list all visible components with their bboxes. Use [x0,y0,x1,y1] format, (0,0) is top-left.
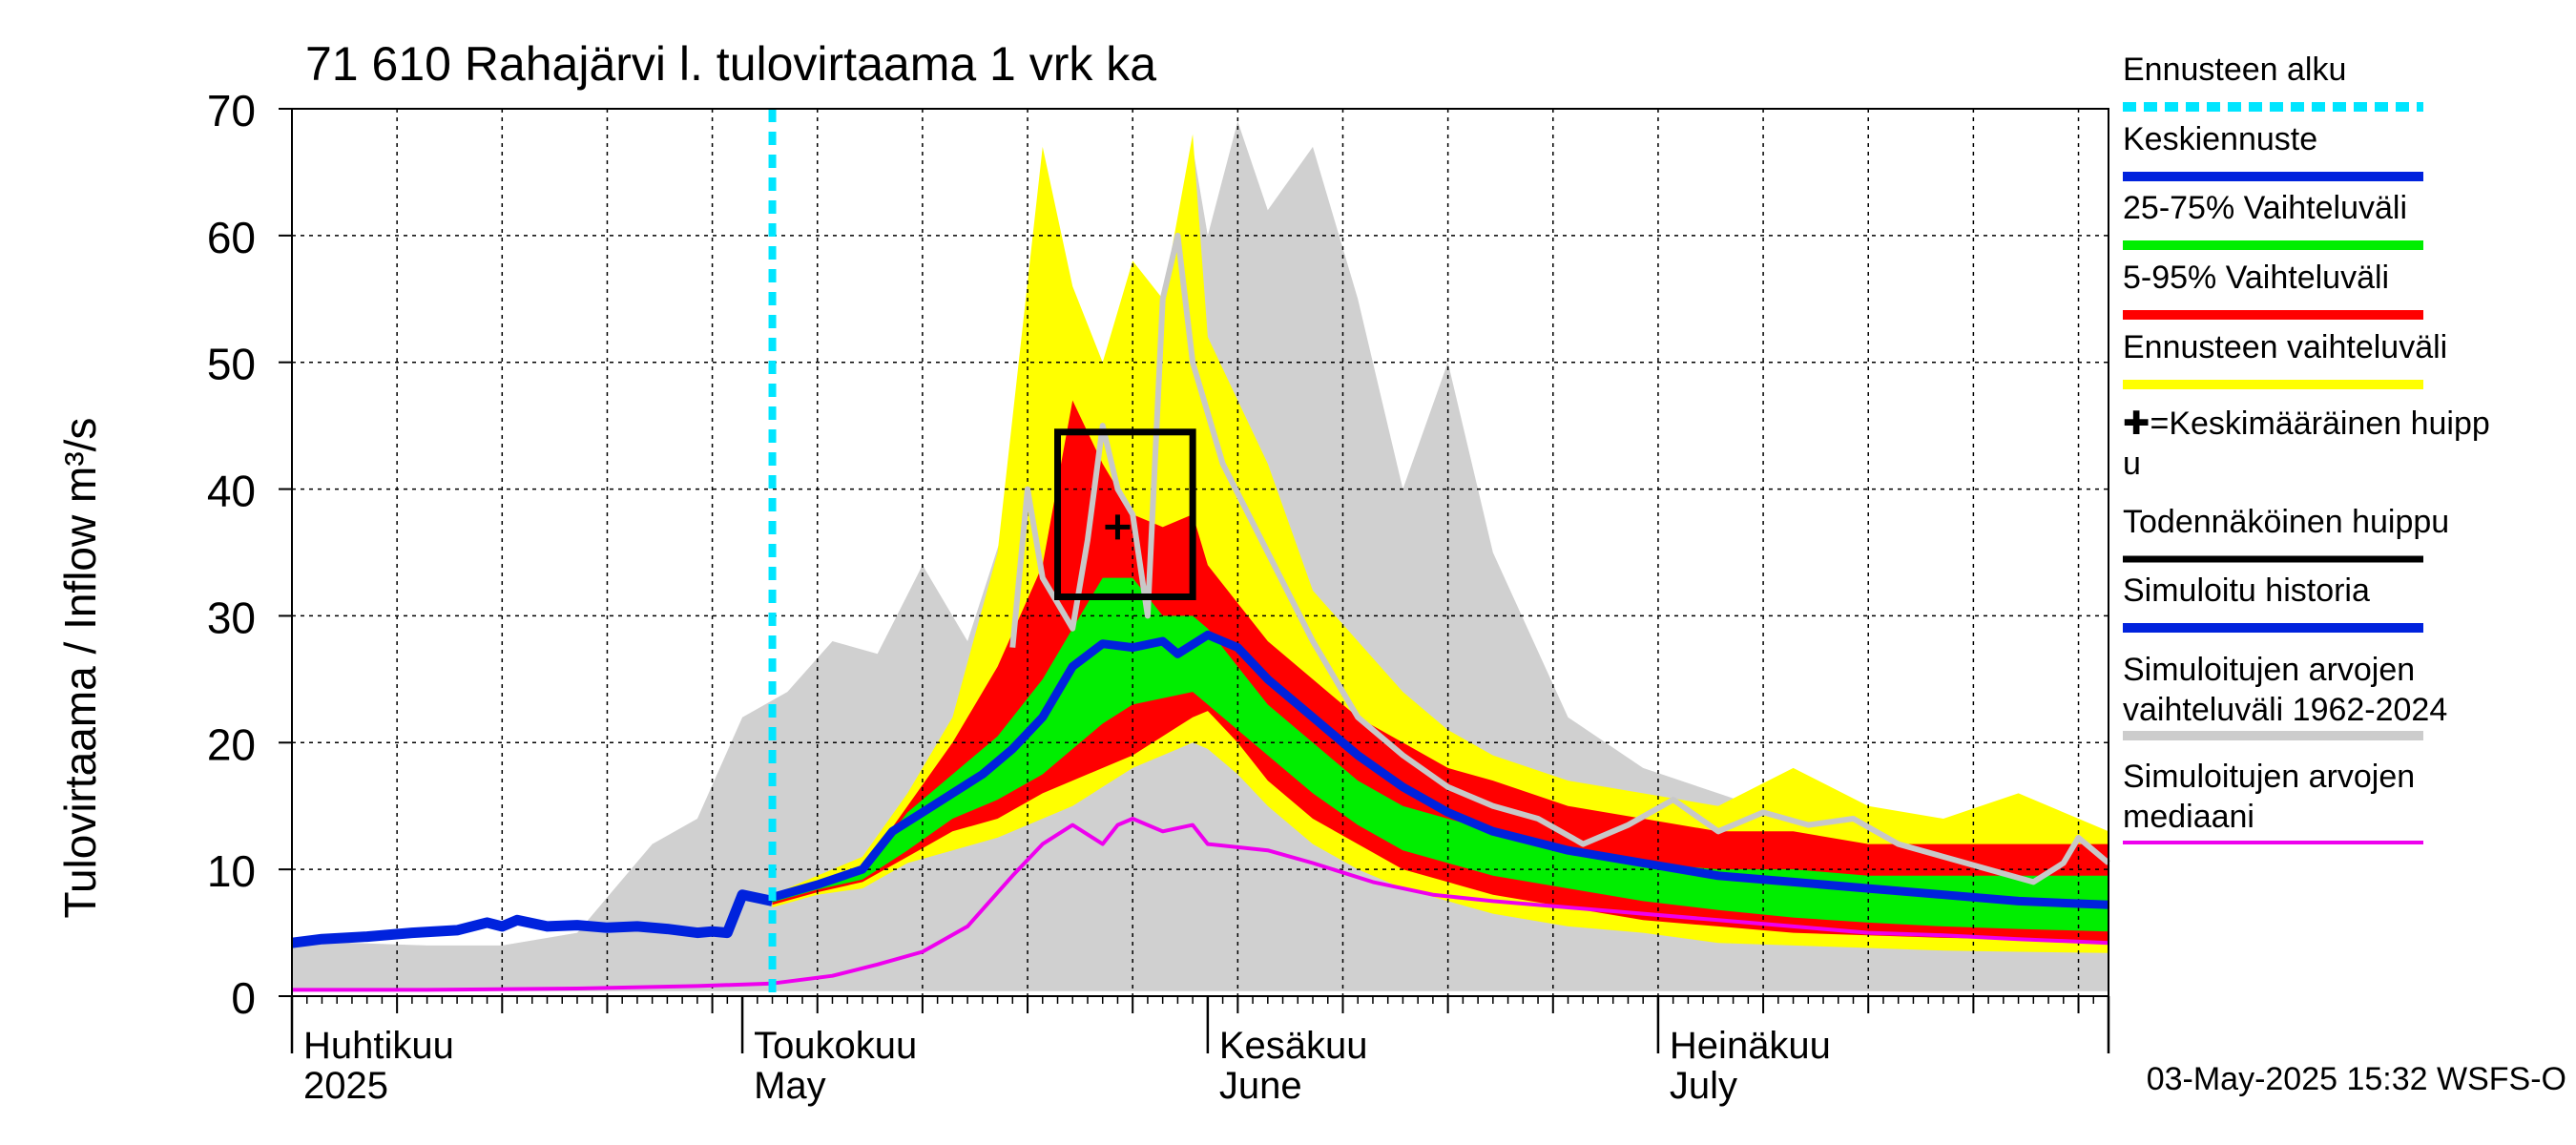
legend-item: Todennäköinen huippu [2123,504,2449,563]
legend-item: ✚=Keskimääräinen huipp u [2123,406,2490,482]
month-label-fi: Heinäkuu [1670,1025,1831,1067]
legend-label: Todennäköinen huippu [2123,504,2449,540]
median-line [292,817,2109,992]
legend-label: Keskiennuste [2123,121,2317,157]
legend-label: Simuloitujen arvojen [2123,759,2415,795]
month-label-en: May [754,1065,826,1107]
y-tick-label: 0 [231,973,256,1023]
legend-label-2: vaihteluväli 1962-2024 [2123,692,2447,728]
legend-label-2: u [2123,446,2141,482]
y-tick-label: 20 [207,719,256,769]
mean-forecast-line [771,630,2109,909]
y-tick-label: 40 [207,467,256,516]
legend-item: Ennusteen vaihteluväli [2123,329,2447,389]
range-25-75-band [772,577,2109,932]
mean-peak-marker [1105,514,1131,540]
legend-label-2: mediaani [2123,799,2254,835]
legend-item: Simuloitujen arvojen mediaani [2123,759,2423,844]
y-tick-label: 70 [207,86,256,135]
month-label-fi: Kesäkuu [1219,1025,1368,1067]
legend-item: 25-75% Vaihteluväli [2123,190,2423,250]
legend-label: 5-95% Vaihteluväli [2123,260,2389,296]
y-tick-label: 50 [207,340,256,389]
timestamp: 03-May-2025 15:32 WSFS-O [2147,1061,2566,1097]
y-tick-label: 30 [207,593,256,642]
y-axis-label: Tulovirtaama / Inflow m³/s [55,418,105,919]
legend-item: Simuloitujen arvojen vaihteluväli 1962-20… [2123,652,2447,740]
simulated-gray-line [1009,232,2110,885]
y-tick-label: 10 [207,846,256,896]
legend-label: Simuloitujen arvojen [2123,652,2415,688]
likely-peak-box [1054,428,1196,600]
legend-label: 25-75% Vaihteluväli [2123,190,2407,226]
range-5-95-band [772,400,2109,942]
plot-frame [291,108,2109,997]
legend-label: Ennusteen vaihteluväli [2123,329,2447,365]
legend-label: Simuloitu historia [2123,572,2370,609]
y-tick-label: 60 [207,213,256,262]
simulated-history-line [291,889,774,948]
legend-item: Keskiennuste [2123,121,2423,181]
month-label-en: 2025 [303,1065,388,1107]
legend: Ennusteen alku Keskiennuste 25-75% Vaihtel… [2123,52,2490,844]
month-label-en: July [1670,1065,1737,1107]
legend-item: Simuloitu historia [2123,572,2423,633]
legend-label: ✚=Keskimääräinen huipp [2123,406,2490,442]
chart-title: 71 610 Rahajärvi l. tulovirtaama 1 vrk k… [305,37,1156,91]
legend-item: 5-95% Vaihteluväli [2123,260,2423,320]
month-label-en: June [1219,1065,1302,1107]
legend-label: Ennusteen alku [2123,52,2346,88]
legend-item: Ennusteen alku [2123,52,2423,112]
month-label-fi: Huhtikuu [303,1025,454,1067]
month-label-fi: Toukokuu [754,1025,917,1067]
